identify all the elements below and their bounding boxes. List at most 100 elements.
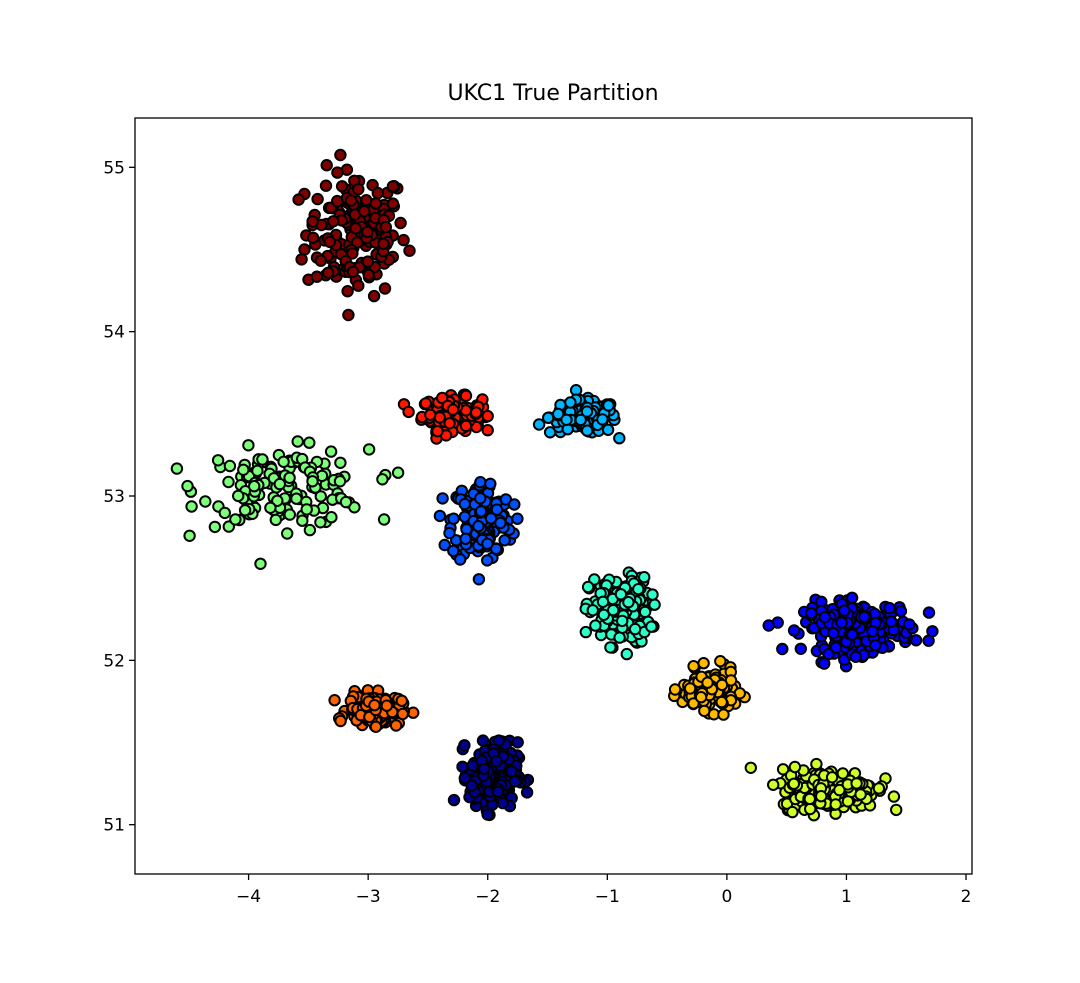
data-point xyxy=(744,761,757,774)
data-point xyxy=(490,503,504,516)
data-point xyxy=(788,760,802,774)
data-point xyxy=(333,475,347,488)
data-point xyxy=(613,432,626,445)
data-point xyxy=(829,641,843,654)
data-point xyxy=(883,601,896,615)
data-point xyxy=(668,683,682,696)
data-point xyxy=(283,508,296,521)
data-point xyxy=(484,512,498,525)
data-point xyxy=(314,490,327,503)
data-point xyxy=(459,419,473,433)
data-point xyxy=(492,734,505,747)
data-point xyxy=(574,413,587,427)
x-tick-label: 0 xyxy=(721,887,732,907)
data-point xyxy=(379,220,392,234)
data-point xyxy=(346,247,359,260)
data-point xyxy=(303,436,316,449)
data-point xyxy=(542,411,555,424)
data-point xyxy=(508,498,521,511)
data-point xyxy=(511,736,524,749)
data-point xyxy=(926,625,939,638)
data-point xyxy=(396,707,409,721)
data-point xyxy=(481,808,494,821)
data-point xyxy=(887,790,901,803)
data-point xyxy=(776,642,789,656)
data-point xyxy=(446,403,460,416)
data-point xyxy=(368,699,381,712)
data-point xyxy=(397,233,410,247)
cluster-9 xyxy=(328,684,420,733)
data-point xyxy=(474,505,488,518)
data-point xyxy=(443,417,456,430)
data-point xyxy=(361,225,374,239)
data-point xyxy=(818,610,831,624)
data-point xyxy=(454,553,467,566)
data-point xyxy=(298,243,311,256)
x-tick-label: −2 xyxy=(475,887,500,907)
data-point xyxy=(458,772,471,785)
data-point xyxy=(776,763,790,776)
data-point xyxy=(596,595,610,608)
data-point xyxy=(845,591,859,604)
data-point xyxy=(581,424,594,437)
data-point xyxy=(564,396,577,409)
data-point xyxy=(508,775,522,788)
data-point xyxy=(841,795,855,808)
data-point xyxy=(211,454,225,467)
data-point xyxy=(805,607,818,620)
data-point xyxy=(476,734,490,747)
data-point xyxy=(300,503,313,516)
data-point xyxy=(903,618,916,631)
cluster-8 xyxy=(668,655,751,721)
data-point xyxy=(622,596,635,609)
data-point xyxy=(402,405,415,419)
data-point xyxy=(311,192,324,206)
data-point xyxy=(701,676,714,689)
data-point xyxy=(804,802,817,816)
data-point xyxy=(391,466,405,479)
data-point xyxy=(223,459,237,473)
data-point xyxy=(283,471,296,484)
data-point xyxy=(827,626,840,640)
data-point xyxy=(645,620,658,633)
data-point xyxy=(306,475,319,488)
data-point xyxy=(436,492,449,505)
data-point xyxy=(458,497,471,511)
data-point xyxy=(222,475,235,489)
data-point xyxy=(456,760,469,773)
data-point xyxy=(697,657,710,670)
data-point xyxy=(858,610,871,624)
cluster-11 xyxy=(744,757,903,822)
data-point xyxy=(358,205,371,218)
data-point xyxy=(614,588,628,601)
data-point xyxy=(890,803,903,817)
data-point xyxy=(324,445,338,458)
cluster-2 xyxy=(397,388,494,445)
data-point xyxy=(334,456,347,469)
data-point xyxy=(849,650,862,663)
data-point xyxy=(481,554,494,567)
data-point xyxy=(238,504,252,517)
data-point xyxy=(327,215,340,228)
data-point xyxy=(346,265,360,278)
data-point xyxy=(389,719,403,732)
data-point xyxy=(291,435,304,448)
data-point xyxy=(458,739,471,752)
data-point xyxy=(616,614,629,628)
data-point xyxy=(581,580,595,594)
data-point xyxy=(218,506,232,520)
data-point xyxy=(638,571,651,584)
data-point xyxy=(484,477,497,490)
data-point xyxy=(344,194,358,207)
data-point xyxy=(377,237,390,251)
data-point xyxy=(342,308,355,322)
data-point xyxy=(466,759,479,772)
data-point xyxy=(323,235,336,249)
data-point xyxy=(714,655,727,668)
data-point xyxy=(787,624,801,637)
data-point xyxy=(334,148,347,162)
data-point xyxy=(787,777,801,790)
cluster-6 xyxy=(579,566,661,661)
data-point xyxy=(369,720,383,733)
